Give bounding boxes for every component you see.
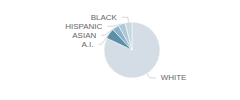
svg-text:WHITE: WHITE (161, 73, 187, 82)
svg-text:BLACK: BLACK (91, 13, 118, 22)
svg-text:HISPANIC: HISPANIC (65, 22, 102, 31)
svg-text:A.I.: A.I. (81, 40, 93, 49)
svg-text:ASIAN: ASIAN (72, 31, 96, 40)
